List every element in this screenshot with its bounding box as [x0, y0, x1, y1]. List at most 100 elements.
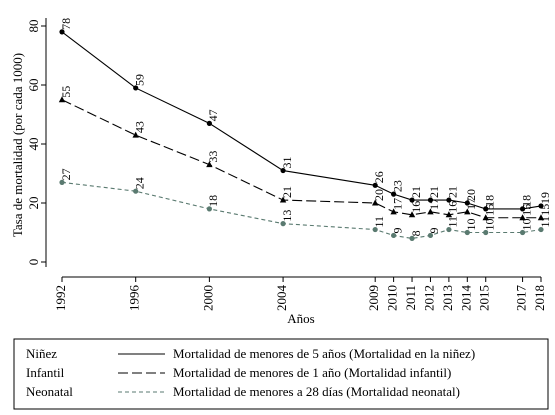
data-label: 11: [538, 216, 552, 228]
data-label: 18: [482, 195, 496, 207]
marker: [58, 96, 66, 103]
x-axis-title: Años: [287, 311, 314, 326]
marker: [446, 197, 452, 203]
data-label: 11: [372, 216, 386, 228]
y-tick-label: 40: [26, 138, 41, 151]
data-label: 43: [132, 121, 146, 133]
x-tick-label: 2015: [477, 285, 492, 311]
legend-description: Mortalidad de menores a 28 días (Mortali…: [173, 384, 460, 399]
legend-description: Mortalidad de menores de 1 año (Mortalid…: [173, 365, 451, 380]
marker: [464, 208, 471, 215]
marker: [538, 203, 544, 209]
legend-name: Infantil: [26, 365, 65, 380]
data-label: 13: [280, 210, 294, 222]
marker: [519, 229, 526, 236]
x-tick-label: 2012: [421, 285, 436, 311]
data-label: 20: [464, 189, 478, 201]
marker: [372, 226, 378, 233]
data-label: 21: [280, 186, 294, 198]
data-label: 16: [409, 201, 423, 213]
marker: [464, 229, 470, 236]
data-label: 19: [538, 192, 552, 204]
data-label: 9: [427, 227, 441, 233]
marker: [483, 229, 489, 236]
x-tick-label: 2017: [514, 285, 529, 312]
data-label: 24: [132, 177, 146, 189]
legend-description: Mortalidad de menores de 5 años (Mortali…: [173, 346, 475, 361]
data-label: 8: [409, 230, 423, 236]
data-label: 21: [409, 186, 423, 198]
marker: [133, 188, 139, 194]
data-label: 18: [519, 195, 533, 207]
data-label: 47: [206, 109, 220, 121]
data-label: 21: [427, 186, 441, 198]
marker: [427, 208, 434, 215]
data-label: 27: [59, 168, 73, 180]
x-tick-label: 2004: [274, 285, 289, 312]
marker: [409, 235, 415, 241]
marker: [280, 221, 286, 227]
data-label: 31: [280, 157, 294, 169]
x-tick-label: 2010: [385, 285, 400, 311]
data-label: 16: [446, 201, 460, 213]
marker: [519, 206, 526, 212]
x-tick-label: 2013: [440, 285, 455, 311]
marker: [133, 85, 139, 91]
legend-name: Niñez: [26, 346, 57, 361]
marker: [279, 196, 287, 203]
data-label: 21: [446, 186, 460, 198]
y-tick-label: 60: [26, 79, 41, 92]
data-label: 55: [59, 86, 73, 98]
data-label: 33: [206, 151, 220, 163]
data-label: 11: [446, 216, 460, 228]
marker: [427, 197, 434, 203]
x-tick-label: 2018: [532, 285, 547, 311]
x-tick-label: 1996: [127, 285, 142, 312]
marker: [59, 179, 65, 185]
data-label: 23: [390, 180, 404, 192]
marker: [537, 214, 545, 221]
x-tick-label: 2009: [366, 285, 381, 311]
data-label: 9: [390, 227, 404, 233]
y-tick-label: 80: [26, 20, 41, 33]
marker: [391, 232, 397, 239]
data-label: 15: [538, 204, 552, 216]
marker: [132, 131, 139, 138]
y-tick-label: 0: [26, 259, 41, 266]
legend-name: Neonatal: [26, 384, 73, 399]
x-tick-label: 2000: [200, 285, 215, 311]
x-tick-label: 2014: [458, 285, 473, 312]
data-label: 15: [519, 204, 533, 216]
marker: [538, 226, 544, 233]
data-label: 17: [390, 198, 404, 210]
marker: [206, 120, 212, 126]
marker: [280, 167, 286, 174]
x-tick-label: 1992: [53, 285, 68, 311]
data-label: 10: [482, 219, 496, 231]
x-tick-label: 2011: [403, 285, 418, 311]
marker: [464, 200, 470, 206]
marker: [372, 182, 378, 188]
data-label: 18: [206, 195, 220, 207]
marker: [445, 211, 453, 218]
marker: [206, 206, 212, 212]
data-label: 10: [464, 219, 478, 231]
marker: [390, 208, 397, 215]
y-tick-label: 20: [26, 197, 41, 210]
marker: [371, 199, 379, 206]
marker: [446, 226, 452, 233]
data-label: 78: [59, 18, 73, 30]
data-label: 10: [519, 219, 533, 231]
legend-box: [13, 338, 549, 410]
data-label: 20: [372, 189, 386, 201]
marker: [408, 211, 416, 218]
marker: [409, 197, 415, 203]
marker: [391, 191, 397, 197]
marker: [206, 161, 213, 168]
marker: [519, 214, 526, 221]
data-label: 17: [427, 198, 441, 210]
data-label: 26: [372, 171, 386, 183]
marker: [482, 214, 489, 221]
y-axis-title: Tasa de mortalidad (por cada 1000): [10, 53, 25, 237]
